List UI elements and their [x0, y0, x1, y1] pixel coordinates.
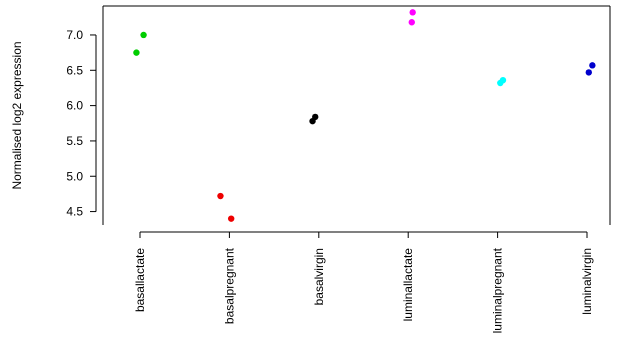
data-point [312, 113, 319, 121]
data-point [499, 76, 507, 84]
plot-area [102, 5, 611, 225]
y-tick-label: 4.5 [66, 205, 83, 219]
data-point [140, 31, 147, 39]
data-point [585, 69, 592, 76]
data-point [408, 19, 415, 26]
data-point [409, 9, 416, 16]
y-tick-label: 6.5 [66, 63, 83, 77]
x-tick-label: basalvirgin [312, 248, 326, 305]
y-tick-label: 5.5 [66, 134, 83, 148]
data-points [133, 9, 596, 222]
data-point [227, 215, 235, 222]
y-axis: 4.5 5.0 5.5 6.0 6.5 7.0 [66, 28, 97, 219]
data-point [217, 192, 224, 200]
x-tick-label: basalpregnant [222, 247, 236, 324]
x-axis: basallactate basalpregnant basalvirgin lumi… [133, 231, 594, 333]
x-tick-label: luminallactate [401, 248, 415, 322]
data-point [589, 62, 596, 69]
y-tick-label: 6.0 [66, 99, 83, 113]
y-tick-label: 7.0 [66, 28, 83, 42]
x-tick-label: basallactate [133, 248, 147, 312]
y-axis-title: Normalised log2 expression [10, 41, 24, 189]
x-tick-label: luminalpregnant [491, 247, 505, 333]
x-tick-label: luminalvirgin [580, 248, 594, 315]
y-tick-label: 5.0 [66, 169, 83, 183]
data-point [133, 49, 140, 56]
